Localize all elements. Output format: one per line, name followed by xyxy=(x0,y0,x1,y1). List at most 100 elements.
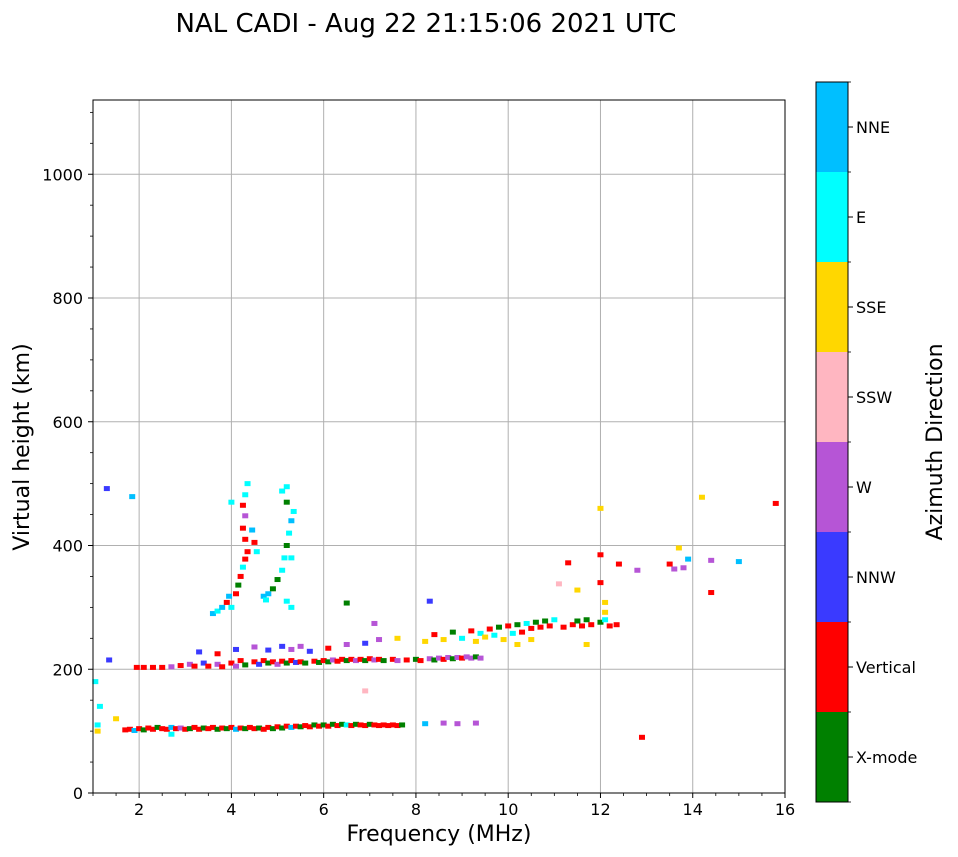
data-point xyxy=(680,565,687,571)
data-point xyxy=(343,600,350,606)
data-point xyxy=(579,623,586,629)
data-point xyxy=(242,536,249,542)
data-point xyxy=(249,527,256,533)
data-point xyxy=(597,619,604,625)
data-point xyxy=(491,632,498,638)
data-point xyxy=(288,604,295,610)
data-point xyxy=(159,726,166,732)
y-tick-label: 600 xyxy=(52,413,83,432)
data-point xyxy=(251,659,258,665)
data-point xyxy=(292,723,299,729)
data-point xyxy=(371,620,378,626)
data-point xyxy=(191,663,198,669)
data-point xyxy=(343,642,350,647)
data-points xyxy=(92,481,779,740)
data-point xyxy=(546,623,553,629)
data-point xyxy=(219,664,226,670)
x-tick-label: 10 xyxy=(498,800,518,819)
data-point xyxy=(412,656,419,662)
data-point xyxy=(445,654,452,660)
data-point xyxy=(265,647,272,653)
data-point xyxy=(440,720,447,726)
colorbar-tick-label: SSW xyxy=(856,388,892,407)
data-point xyxy=(583,617,590,623)
x-tick-label: 4 xyxy=(226,800,236,819)
x-tick-label: 12 xyxy=(590,800,610,819)
data-point xyxy=(246,724,253,730)
data-point xyxy=(228,660,235,666)
data-point xyxy=(103,486,110,492)
data-point xyxy=(288,555,295,561)
data-point xyxy=(403,657,410,663)
data-point xyxy=(320,658,327,664)
colorbar-tick-label: SSE xyxy=(856,298,886,317)
data-point xyxy=(366,721,373,727)
data-point xyxy=(329,657,336,663)
data-point xyxy=(380,722,387,728)
data-point xyxy=(136,726,143,732)
data-point xyxy=(290,508,297,514)
data-point xyxy=(708,557,715,563)
data-point xyxy=(214,726,221,732)
data-point xyxy=(569,622,576,628)
data-point xyxy=(389,722,396,728)
data-point xyxy=(306,724,313,730)
data-point xyxy=(514,622,521,628)
data-point xyxy=(509,630,516,636)
data-point xyxy=(325,723,332,729)
x-tick-label: 6 xyxy=(319,800,329,819)
data-point xyxy=(228,604,235,610)
colorbar-segment xyxy=(816,622,848,712)
data-point xyxy=(242,726,249,732)
data-point xyxy=(219,604,226,610)
colorbar-frame xyxy=(815,81,849,803)
data-point xyxy=(325,659,332,665)
data-point xyxy=(362,688,369,694)
data-point xyxy=(371,722,378,728)
data-point xyxy=(182,726,189,732)
data-point xyxy=(223,726,230,732)
data-point xyxy=(449,629,456,635)
data-point xyxy=(772,500,779,506)
data-point xyxy=(251,726,258,732)
data-point xyxy=(505,623,512,629)
data-point xyxy=(472,720,479,726)
data-point xyxy=(362,658,369,664)
data-point xyxy=(523,620,530,626)
data-point xyxy=(126,726,133,732)
data-point xyxy=(214,651,221,657)
data-point xyxy=(602,617,609,623)
data-point xyxy=(685,556,692,562)
data-point xyxy=(352,658,359,664)
data-point xyxy=(357,722,364,728)
data-point xyxy=(500,637,507,643)
colorbar-segment xyxy=(816,172,848,262)
data-point xyxy=(191,724,198,730)
data-point xyxy=(214,608,221,614)
colorbar-segment xyxy=(816,712,848,802)
data-point xyxy=(366,656,373,662)
data-point xyxy=(200,725,207,731)
data-point xyxy=(588,622,595,628)
data-point xyxy=(551,617,558,623)
data-point xyxy=(394,635,401,641)
data-point xyxy=(196,649,203,655)
data-point xyxy=(348,656,355,662)
data-point xyxy=(269,586,276,592)
data-point xyxy=(482,634,489,640)
data-point xyxy=(251,644,258,650)
data-point xyxy=(459,635,466,641)
data-point xyxy=(615,561,622,567)
data-point xyxy=(154,724,161,730)
data-point xyxy=(274,724,281,730)
data-point xyxy=(94,722,101,728)
data-point xyxy=(449,656,456,662)
data-point xyxy=(329,721,336,727)
data-point xyxy=(560,624,567,630)
data-point xyxy=(352,721,359,727)
colorbar-segment xyxy=(816,532,848,622)
data-point xyxy=(357,656,364,662)
data-point xyxy=(168,724,175,730)
data-point xyxy=(613,622,620,628)
